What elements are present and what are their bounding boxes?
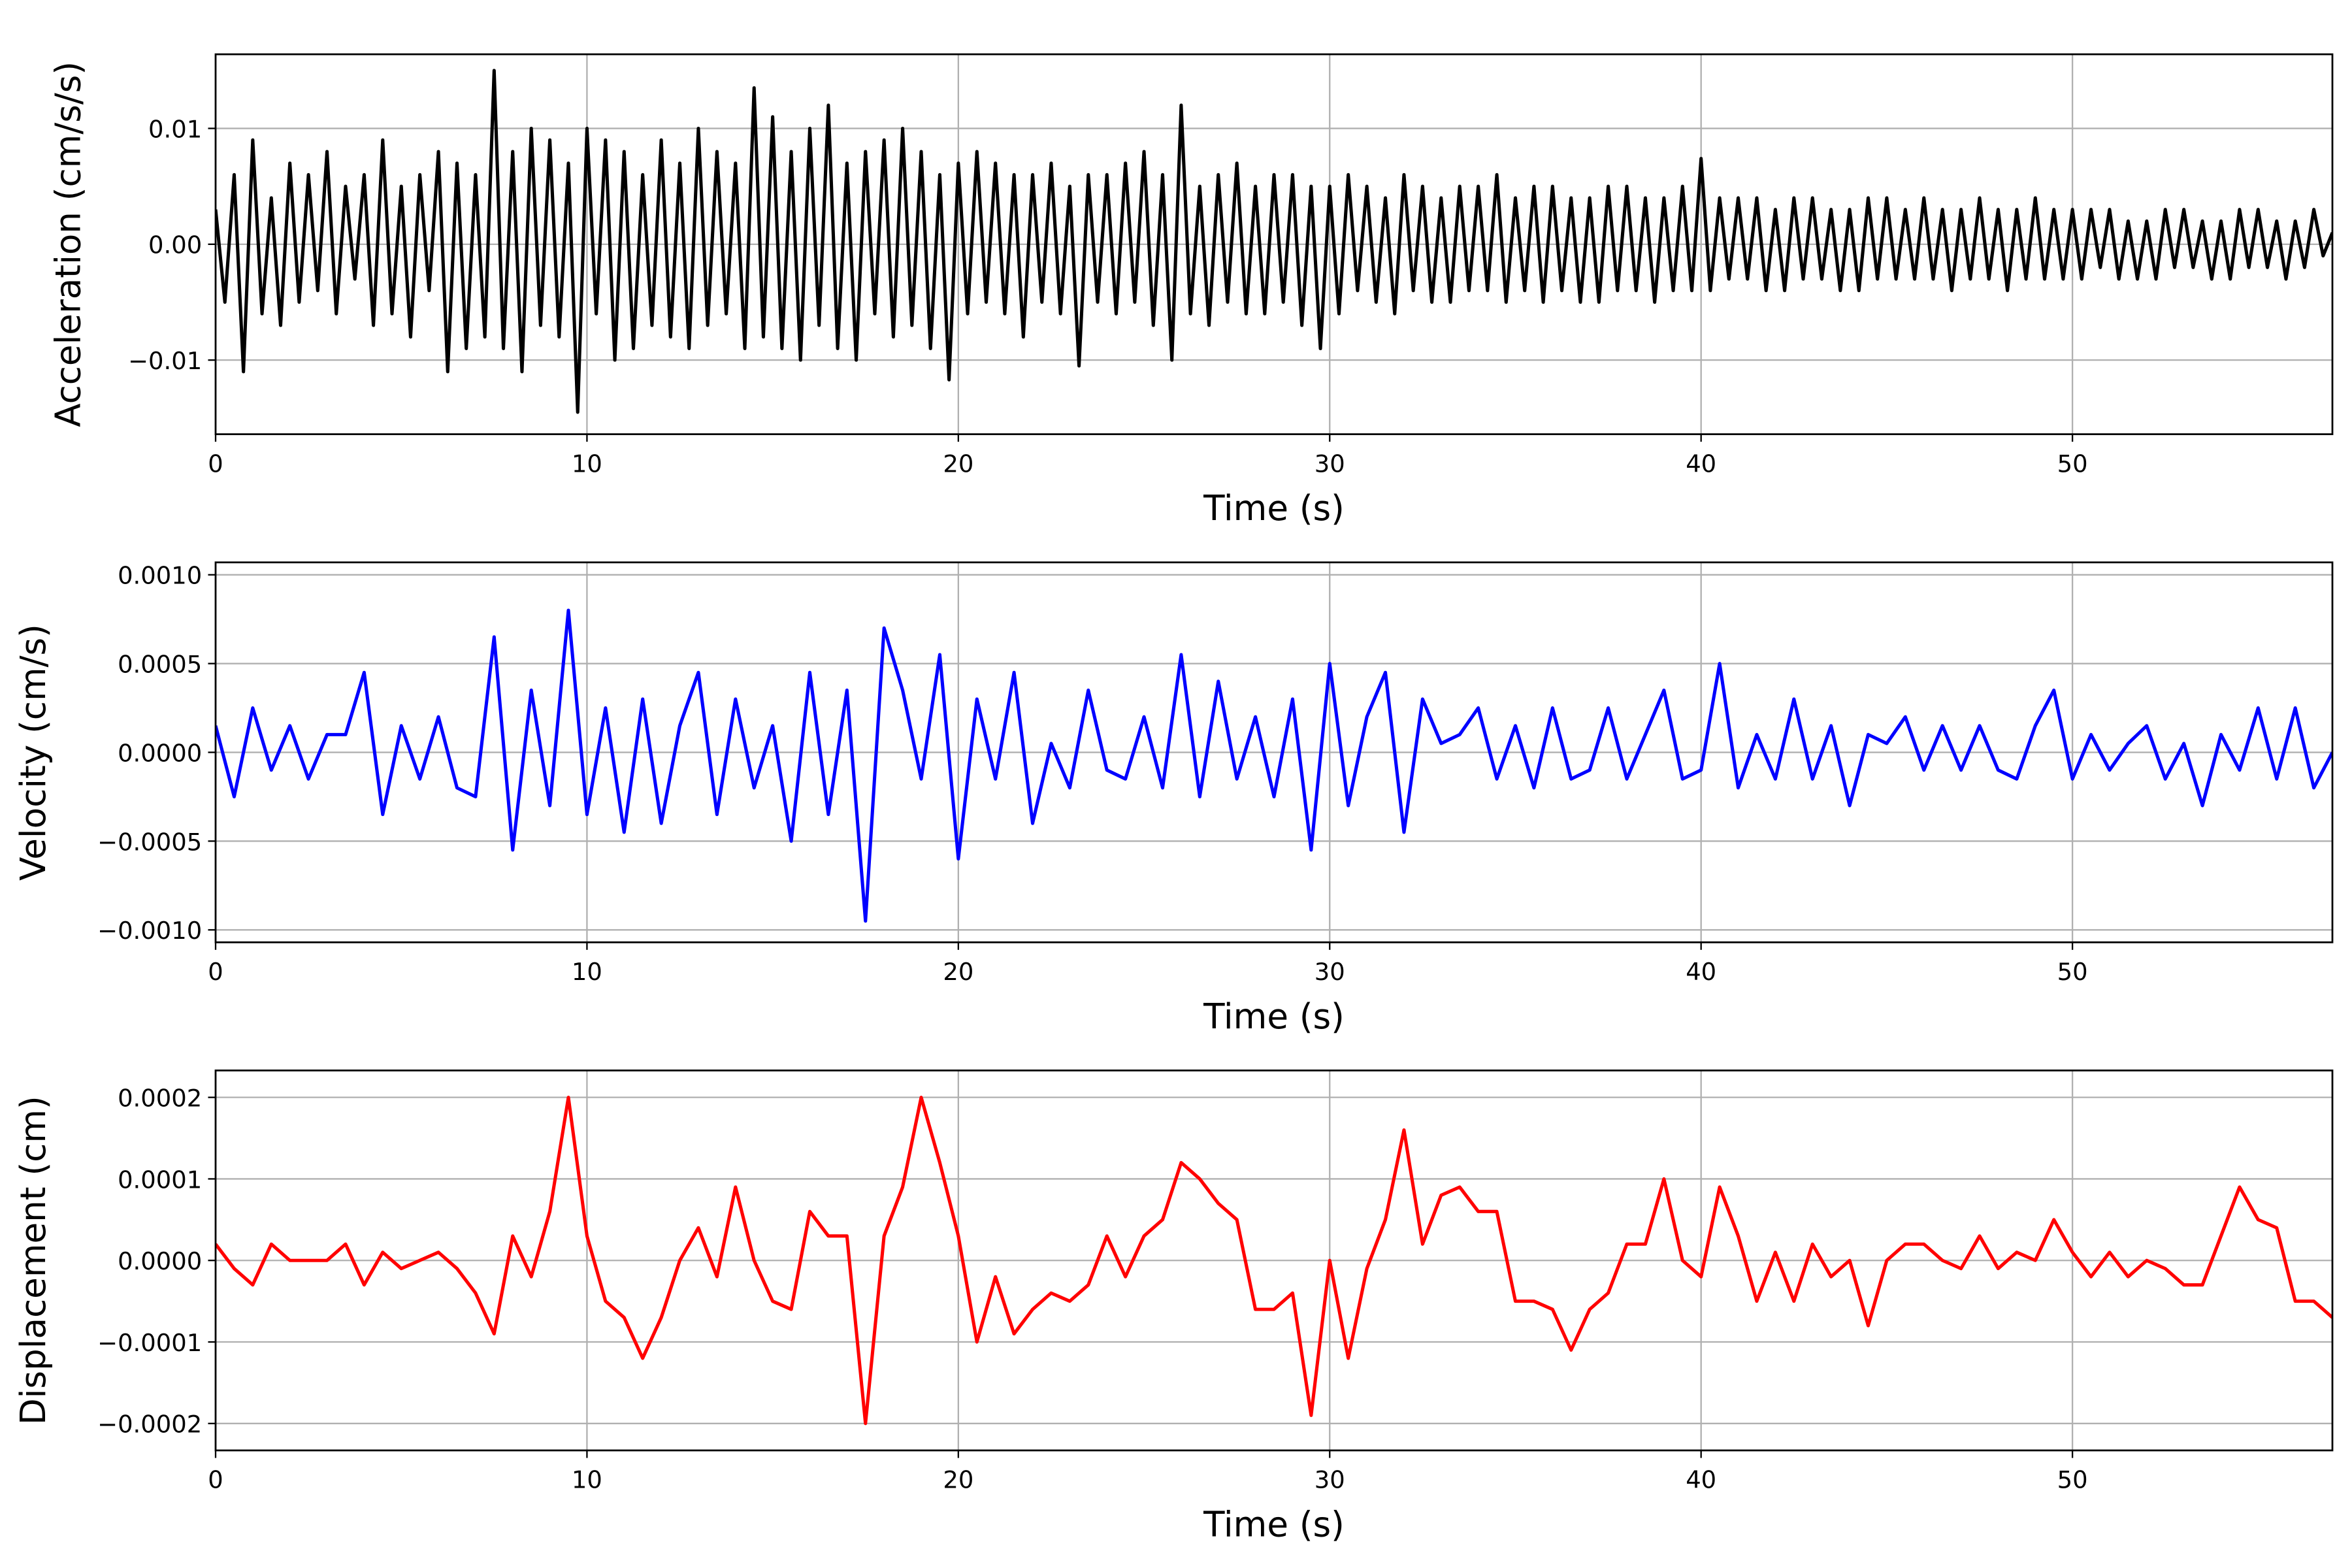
x-tick-label: 30 [1315, 449, 1345, 478]
x-tick-label: 40 [1686, 449, 1716, 478]
y-tick-label: −0.0002 [97, 1411, 202, 1439]
y-tick-label: 0.0000 [118, 1247, 202, 1275]
x-tick-label: 40 [1686, 958, 1716, 986]
axes-frame [214, 1070, 2334, 1452]
y-tick-label: −0.0010 [97, 917, 202, 945]
x-tick-label: 30 [1315, 958, 1345, 986]
subplot: 0 10 20 30 40 50 −0.01 0.00 0.01 Time (s) Accelera… [48, 53, 2334, 529]
plot-area [215, 608, 2332, 923]
y-tick-label: 0.0002 [118, 1084, 202, 1112]
x-tick-label: 50 [2057, 449, 2088, 478]
x-tick-label: 10 [572, 958, 602, 986]
x-tick-label: 20 [943, 449, 973, 478]
axes-frame [214, 561, 2334, 943]
x-tick-label: 10 [572, 1466, 602, 1494]
y-tick-label: 0.0000 [118, 739, 202, 767]
x-tick-label: 50 [2057, 958, 2088, 986]
y-tick-label: 0.01 [148, 115, 202, 143]
y-tick-label: −0.0005 [97, 828, 202, 856]
data-line [215, 69, 2332, 414]
x-tick-label: 0 [208, 958, 223, 986]
y-tick-label: 0.0001 [118, 1166, 202, 1194]
x-axis-label: Time (s) [1203, 488, 1345, 529]
subplot: 0 10 20 30 40 50 −0.0002 −0.0001 0.0000 0.0001 0.0… [13, 1070, 2334, 1545]
y-tick-label: 0.00 [148, 231, 202, 259]
x-tick-label: 0 [208, 449, 223, 478]
x-tick-label: 0 [208, 1466, 223, 1494]
x-axis-label: Time (s) [1203, 996, 1345, 1037]
y-tick-label: 0.0005 [118, 651, 202, 679]
x-tick-label: 50 [2057, 1466, 2088, 1494]
plot-area [215, 69, 2332, 414]
x-tick-label: 10 [572, 449, 602, 478]
y-tick-label: −0.01 [128, 347, 202, 375]
x-axis-label: Time (s) [1203, 1505, 1345, 1545]
x-tick-label: 30 [1315, 1466, 1345, 1494]
axes-frame [214, 53, 2334, 435]
x-tick-label: 20 [943, 1466, 973, 1494]
data-line [215, 608, 2332, 923]
subplot: 0 10 20 30 40 50 −0.0010 −0.0005 0.0000 0.0005 0.0… [13, 561, 2334, 1037]
y-tick-label: −0.0001 [97, 1329, 202, 1357]
data-line [215, 1096, 2332, 1426]
x-tick-label: 20 [943, 958, 973, 986]
plot-area [215, 1096, 2332, 1426]
y-tick-label: 0.0010 [118, 562, 202, 590]
y-axis-label: Velocity (cm/s) [13, 624, 54, 881]
y-axis-label: Acceleration (cm/s/s) [48, 61, 88, 427]
x-tick-label: 40 [1686, 1466, 1716, 1494]
y-axis-label: Displacement (cm) [13, 1096, 54, 1425]
